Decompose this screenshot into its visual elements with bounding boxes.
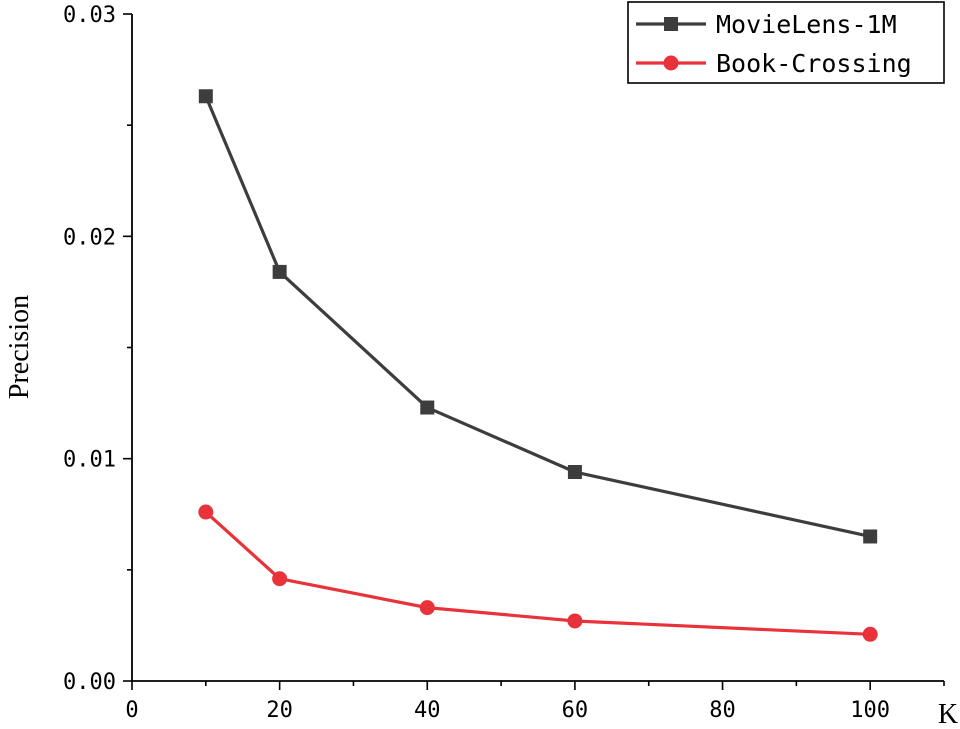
legend-item-movielens-1m: MovieLens-1M (636, 10, 897, 39)
y-tick-label: 0.01 (63, 448, 116, 473)
data-point-movielens-1m (272, 264, 287, 279)
x-tick-label: 80 (709, 698, 736, 723)
data-point-book-crossing (198, 504, 214, 520)
data-point-book-crossing (862, 626, 878, 642)
axis-tick-labels: 0 20 40 60 80 100 0.00 0.01 0.02 0.03 (63, 3, 890, 723)
y-axis-title: Precision (4, 295, 35, 399)
x-axis-title: K (938, 699, 958, 729)
data-point-movielens-1m (420, 400, 435, 415)
legend-marker-square (664, 17, 678, 31)
y-tick-label: 0.03 (63, 3, 116, 28)
x-tick-label: 100 (850, 698, 890, 723)
data-point-book-crossing (567, 613, 583, 629)
legend-marker-circle (663, 55, 679, 71)
legend: MovieLens-1M Book-Crossing (627, 1, 945, 84)
series-movielens-1m (198, 89, 878, 544)
data-point-book-crossing (419, 600, 435, 616)
x-tick-label: 40 (414, 698, 441, 723)
data-point-movielens-1m (863, 529, 878, 544)
axis-ticks (123, 13, 945, 690)
data-point-movielens-1m (567, 465, 582, 480)
series-layer (198, 89, 878, 642)
y-tick-label: 0.00 (63, 670, 116, 695)
series-line-book-crossing (204, 510, 871, 636)
legend-box (627, 1, 945, 84)
data-point-book-crossing (272, 571, 288, 587)
series-line-movielens-1m (204, 95, 871, 539)
x-tick-label: 20 (266, 698, 293, 723)
legend-label: MovieLens-1M (716, 10, 897, 39)
x-tick-label: 60 (562, 698, 589, 723)
legend-item-book-crossing: Book-Crossing (636, 49, 912, 78)
y-tick-label: 0.02 (63, 225, 116, 250)
x-tick-label: 0 (125, 698, 138, 723)
legend-label: Book-Crossing (716, 49, 912, 78)
data-point-movielens-1m (198, 89, 213, 104)
series-book-crossing (198, 504, 878, 642)
plot-frame (131, 14, 944, 682)
